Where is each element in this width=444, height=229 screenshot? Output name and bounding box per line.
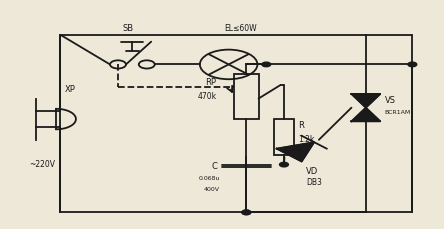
Text: EL≤60W: EL≤60W xyxy=(224,24,257,33)
Polygon shape xyxy=(352,108,380,121)
Text: RP: RP xyxy=(206,78,217,87)
Text: XP: XP xyxy=(65,85,76,94)
Circle shape xyxy=(262,62,271,67)
Text: VD: VD xyxy=(306,167,318,176)
Text: SB: SB xyxy=(123,24,134,33)
Text: 0.068u: 0.068u xyxy=(198,176,220,181)
Text: VS: VS xyxy=(385,96,396,105)
Text: BCR1AM: BCR1AM xyxy=(385,110,411,115)
Circle shape xyxy=(242,210,251,215)
Text: C: C xyxy=(212,162,218,171)
Bar xyxy=(274,119,294,155)
Text: R: R xyxy=(298,121,304,130)
Text: ~220V: ~220V xyxy=(29,160,56,169)
Circle shape xyxy=(280,162,289,167)
Polygon shape xyxy=(352,94,380,108)
Text: 1.2k: 1.2k xyxy=(298,135,315,144)
Text: 470k: 470k xyxy=(197,92,217,101)
Text: 400V: 400V xyxy=(204,187,220,192)
Text: DB3: DB3 xyxy=(306,178,322,187)
Circle shape xyxy=(242,210,251,215)
Circle shape xyxy=(408,62,417,67)
Bar xyxy=(234,74,258,119)
Polygon shape xyxy=(277,142,314,161)
